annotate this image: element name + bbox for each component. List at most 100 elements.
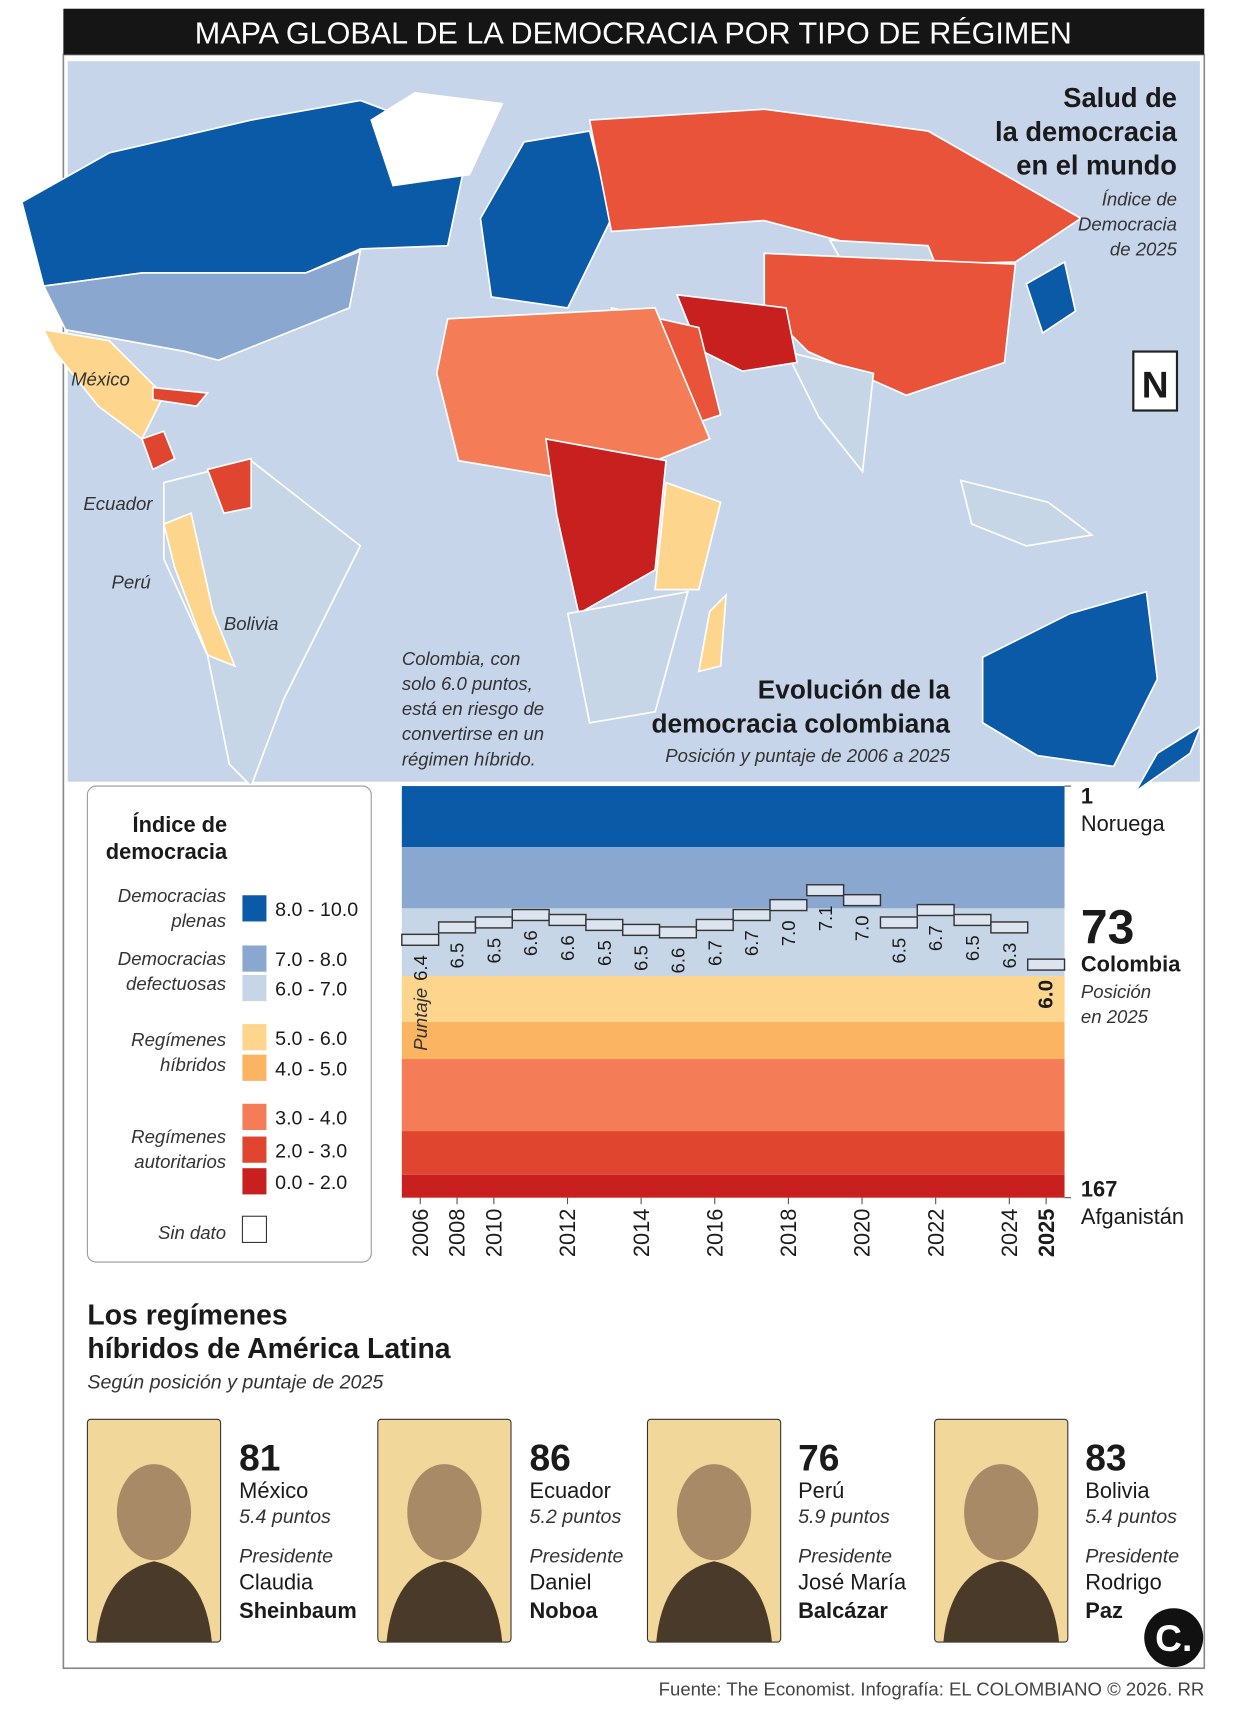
- highlight-note: en 2025: [1081, 1006, 1149, 1027]
- photo-head: [676, 1464, 752, 1561]
- chart-title: Evolución de la: [758, 675, 951, 705]
- score-label: 6.0: [1035, 980, 1058, 1009]
- score-label: 6.5: [962, 935, 983, 961]
- legend-group: autoritarios: [134, 1151, 226, 1172]
- annotation: solo 6.0 puntos,: [402, 673, 533, 694]
- rank: 86: [530, 1437, 571, 1479]
- east-africa: [654, 481, 722, 591]
- country: Ecuador: [530, 1478, 611, 1503]
- position-step: [401, 933, 440, 946]
- position-step: [990, 921, 1029, 934]
- position-step: [806, 884, 845, 897]
- score-label: 6.6: [520, 930, 541, 956]
- legend-group: Democracias: [118, 948, 226, 969]
- rank: 81: [239, 1437, 280, 1479]
- position-step: [437, 921, 477, 934]
- photo-body: [943, 1561, 1060, 1643]
- legend-swatch: [241, 1215, 267, 1243]
- annotation: régimen híbrido.: [402, 748, 536, 769]
- legend-label: 0.0 - 2.0: [275, 1172, 347, 1194]
- map-subtitle: Democracia: [1078, 213, 1177, 234]
- logo-circle: [1144, 1608, 1204, 1668]
- score: 5.4 puntos: [1085, 1506, 1177, 1528]
- last-name: Paz: [1085, 1598, 1123, 1623]
- role: Presidente: [530, 1545, 624, 1567]
- score-label: 6.3: [999, 943, 1020, 969]
- y-tick-label: 167: [1081, 1177, 1117, 1202]
- legend-swatch: [242, 1054, 267, 1081]
- score-label: 6.5: [631, 945, 652, 971]
- legend-label: 7.0 - 8.0: [275, 949, 347, 971]
- score: 5.9 puntos: [798, 1506, 890, 1528]
- x-tick-label: 2022: [923, 1209, 948, 1258]
- role: Presidente: [239, 1545, 333, 1567]
- legend-title: democracia: [106, 839, 228, 864]
- score-prefix: Puntaje: [410, 988, 431, 1051]
- legend-group: Regímenes: [131, 1126, 226, 1147]
- map-label: Perú: [111, 571, 150, 592]
- map-subtitle: Índice de: [1102, 188, 1177, 209]
- legend-label: 2.0 - 3.0: [275, 1140, 347, 1162]
- legend-label: 3.0 - 4.0: [275, 1108, 347, 1130]
- legend-title: Índice de: [133, 812, 228, 837]
- map-subtitle: de 2025: [1110, 238, 1178, 259]
- score-label: 6.6: [668, 948, 689, 974]
- legend-group: Democracias: [118, 885, 226, 906]
- venezuela: [206, 457, 252, 515]
- first-name: Daniel: [530, 1570, 592, 1595]
- score-label: 7.0: [852, 915, 873, 941]
- score-label: 6.6: [557, 935, 578, 961]
- x-tick-label: 2024: [997, 1209, 1022, 1258]
- score-label: 6.5: [594, 940, 615, 966]
- position-step: [1027, 958, 1066, 971]
- legend-swatch: [242, 1136, 267, 1163]
- source: Fuente: The Economist. Infografía: EL CO…: [659, 1679, 1205, 1700]
- world-map: [20, 61, 1203, 793]
- x-tick-label: 2016: [702, 1209, 727, 1258]
- section-title: híbridos de América Latina: [87, 1333, 450, 1365]
- southern-africa: [566, 590, 690, 724]
- logo: C.: [1155, 1617, 1192, 1659]
- annotation: está en riesgo de: [402, 698, 544, 719]
- legend-group: plenas: [170, 910, 226, 931]
- photo-head: [964, 1464, 1039, 1561]
- central-africa: [544, 437, 667, 615]
- legend-swatch: [242, 1168, 267, 1195]
- photo-head: [116, 1464, 192, 1561]
- madagascar: [697, 592, 728, 673]
- band: [401, 1174, 1065, 1198]
- map-label: México: [71, 368, 130, 389]
- last-name: Noboa: [530, 1598, 599, 1623]
- x-tick-label: 2008: [445, 1209, 470, 1258]
- section-title: Los regímenes: [87, 1299, 287, 1331]
- x-tick-label: 2014: [629, 1209, 654, 1258]
- australia: [981, 590, 1159, 768]
- country: Bolivia: [1085, 1478, 1150, 1503]
- legend-label: 6.0 - 7.0: [275, 979, 347, 1001]
- legend-group: híbridos: [160, 1054, 226, 1075]
- photos: [86, 1418, 1069, 1643]
- y-tick-name: Noruega: [1081, 811, 1166, 836]
- regime-bands: [401, 786, 1065, 1198]
- rank: 76: [798, 1437, 839, 1479]
- page-title: MAPA GLOBAL DE LA DEMOCRACIA POR TIPO DE…: [195, 16, 1072, 51]
- position-step: [953, 913, 992, 927]
- role: Presidente: [1085, 1545, 1179, 1567]
- score-label: 6.5: [447, 943, 468, 969]
- first-name: José María: [798, 1570, 907, 1595]
- position-step: [622, 923, 661, 937]
- highlight-name: Colombia: [1081, 952, 1181, 977]
- score-label: 6.7: [704, 940, 725, 966]
- legend-label: 5.0 - 6.0: [275, 1028, 347, 1050]
- score-label: 6.5: [483, 938, 504, 964]
- russia: [588, 108, 1083, 266]
- legend-group: Regímenes: [131, 1029, 226, 1050]
- legend-label: 8.0 - 10.0: [275, 899, 358, 921]
- last-name: Sheinbaum: [239, 1598, 357, 1623]
- highlight-position: 73: [1081, 901, 1134, 954]
- photo-body: [386, 1561, 503, 1643]
- x-tick-label: 2025: [1034, 1209, 1059, 1258]
- rank: 83: [1085, 1437, 1126, 1479]
